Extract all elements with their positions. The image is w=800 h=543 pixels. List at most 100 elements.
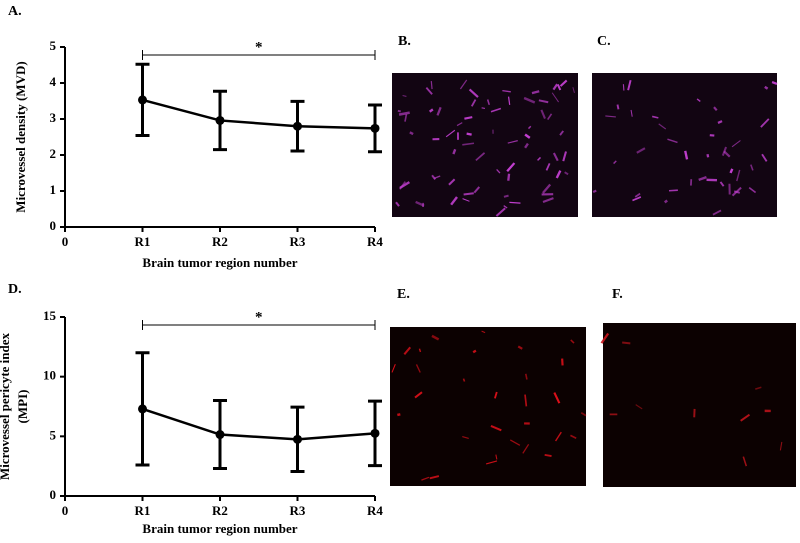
y-tick-label: 5 <box>50 427 57 442</box>
vessel-streak <box>399 181 411 190</box>
vessel-streak <box>470 99 477 107</box>
significance-marker: * <box>255 39 263 55</box>
data-point <box>138 95 147 105</box>
vessel-streak <box>551 92 559 103</box>
vessel-streak <box>721 146 728 156</box>
vessel-streak <box>431 334 440 341</box>
vessel-streak <box>414 391 423 399</box>
vessel-streak <box>698 175 707 182</box>
vessel-streak <box>564 171 569 176</box>
vessel-streak <box>507 140 518 144</box>
vessel-streak <box>462 198 470 202</box>
vessel-streak <box>468 88 479 98</box>
vessel-streak <box>555 170 562 179</box>
vessel-streak <box>452 148 457 155</box>
y-tick-label: 3 <box>50 110 57 125</box>
vessel-streak <box>403 346 412 355</box>
vessel-streak <box>485 460 498 465</box>
y-tick-label: 1 <box>50 182 57 197</box>
micrograph <box>392 73 578 217</box>
vessel-streak <box>740 413 751 422</box>
vessel-streak <box>717 120 723 124</box>
panel-label: A. <box>8 4 22 19</box>
x-tick-label: R4 <box>367 503 383 518</box>
vessel-streak <box>748 186 757 194</box>
vessel-streak <box>507 173 511 181</box>
vessel-streak <box>570 339 575 344</box>
vessel-streak <box>540 109 546 119</box>
vessel-streak <box>418 348 422 353</box>
vessel-streak <box>580 411 587 417</box>
vessel-streak <box>559 79 568 87</box>
vessel-streak <box>668 189 678 192</box>
x-axis-label: Brain tumor region number <box>142 255 297 270</box>
vessel-streak <box>712 209 722 216</box>
vessel-streak <box>404 114 408 122</box>
vessel-streak <box>651 115 659 119</box>
data-point <box>370 123 380 133</box>
vessel-streak <box>696 98 701 103</box>
vessel-streak <box>592 189 597 194</box>
vessel-streak <box>634 192 641 198</box>
vessel-streak <box>538 99 549 104</box>
vessel-streak <box>760 118 770 128</box>
vessel-streak <box>463 192 474 196</box>
vessel-streak <box>545 163 551 171</box>
data-point <box>215 430 225 440</box>
vessel-streak <box>613 160 617 165</box>
vessel-streak <box>456 122 463 127</box>
vessel-streak <box>552 152 559 162</box>
vessel-streak <box>509 439 521 446</box>
vessel-streak <box>490 425 502 432</box>
vessel-streak <box>572 87 575 93</box>
vessel-streak <box>486 99 491 106</box>
x-axis-label: Brain tumor region number <box>142 521 297 536</box>
data-point <box>215 115 225 125</box>
vessel-streak <box>729 168 734 174</box>
vessel-streak <box>448 178 456 186</box>
vessel-streak <box>462 378 466 382</box>
vessel-streak <box>490 107 502 113</box>
vessel-streak <box>436 106 442 116</box>
micrograph <box>390 327 587 486</box>
vessel-streak <box>544 453 552 457</box>
vessel-streak <box>605 115 616 118</box>
data-point <box>293 434 302 444</box>
vessel-streak <box>667 138 678 144</box>
y-tick-label: 0 <box>50 487 57 502</box>
vessel-streak <box>502 89 511 93</box>
vessel-streak <box>627 79 632 91</box>
vessel-streak <box>509 201 521 204</box>
vessel-streak <box>481 330 486 334</box>
panel-label: F. <box>612 287 623 302</box>
vessel-streak <box>684 150 689 160</box>
vessel-streak <box>425 87 433 95</box>
vessel-streak <box>524 373 528 380</box>
panel-label: D. <box>8 282 22 297</box>
vessel-streak <box>473 186 481 194</box>
vessel-streak <box>616 104 620 110</box>
vessel-streak <box>428 108 434 113</box>
vessel-streak <box>402 94 407 98</box>
significance-bracket <box>142 320 376 330</box>
y-tick-label: 5 <box>50 38 57 53</box>
vessel-streak <box>429 475 440 480</box>
panel-label: E. <box>397 287 410 302</box>
vessel-streak <box>475 152 486 162</box>
x-tick-label: R2 <box>212 234 228 249</box>
vessel-streak <box>755 386 762 390</box>
vessel-streak <box>559 130 564 136</box>
vessel-streak <box>464 116 473 120</box>
vessel-streak <box>524 133 531 139</box>
vessel-streak <box>706 153 710 158</box>
y-tick-label: 0 <box>50 218 57 233</box>
vessel-streak <box>397 109 402 113</box>
vessel-streak <box>552 83 559 91</box>
x-tick-label: 0 <box>62 234 69 249</box>
panel-label: C. <box>597 34 611 49</box>
vessel-streak <box>450 196 458 206</box>
data-point <box>293 121 302 131</box>
vessel-streak <box>409 131 414 136</box>
vessel-streak <box>431 174 437 180</box>
vessel-streak <box>779 441 783 451</box>
